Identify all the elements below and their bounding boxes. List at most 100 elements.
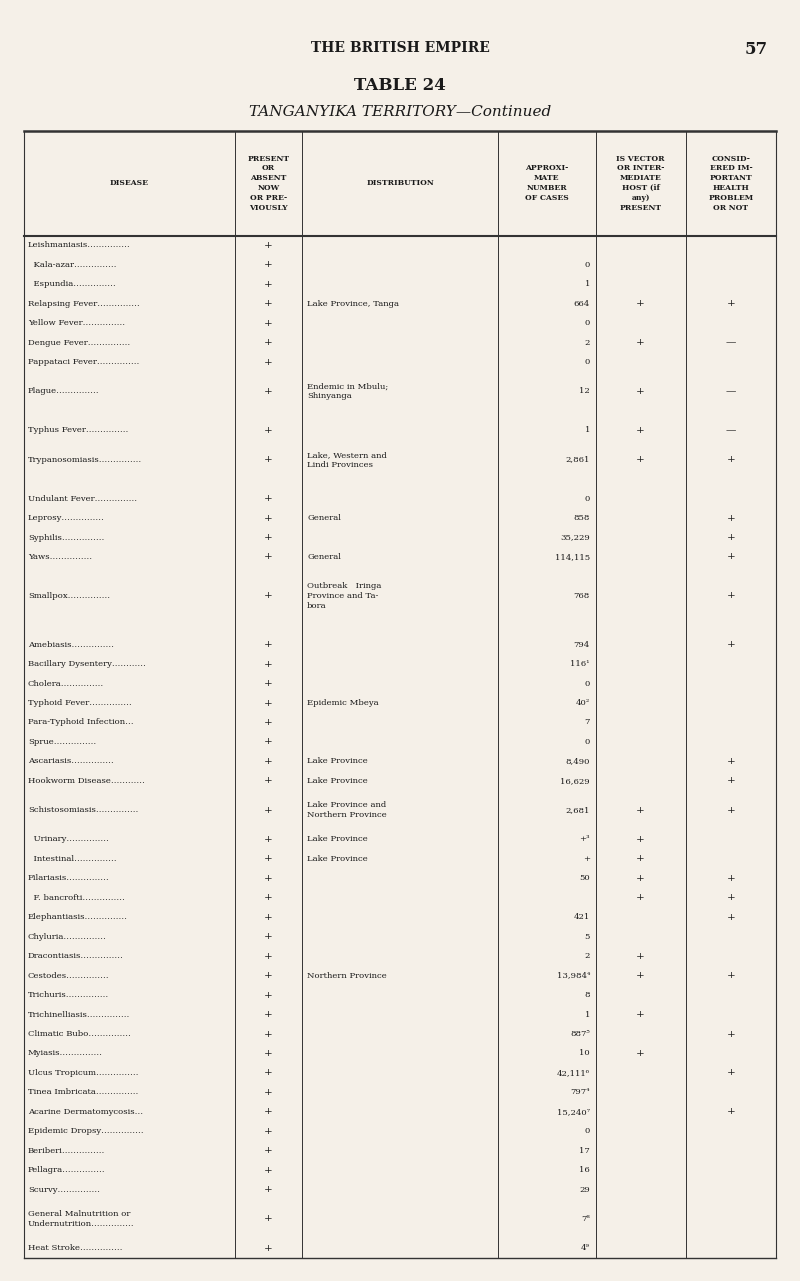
Text: +: +	[264, 854, 273, 863]
Text: 0: 0	[585, 494, 590, 502]
Text: 1: 1	[585, 427, 590, 434]
Text: Chyluria……………: Chyluria……………	[28, 933, 107, 940]
Text: 50: 50	[579, 874, 590, 883]
Text: +: +	[726, 971, 735, 980]
Text: +: +	[264, 990, 273, 999]
Text: +: +	[264, 455, 273, 464]
Text: +: +	[264, 1185, 273, 1194]
Text: Heat Stroke……………: Heat Stroke……………	[28, 1244, 122, 1253]
Text: +: +	[636, 1009, 645, 1020]
Text: Trichinelliasis……………: Trichinelliasis……………	[28, 1011, 130, 1018]
Text: +: +	[264, 738, 273, 747]
Text: 858: 858	[574, 514, 590, 523]
Text: +: +	[264, 679, 273, 688]
Text: +: +	[264, 933, 273, 942]
Text: General: General	[307, 553, 341, 561]
Text: Lake Province: Lake Province	[307, 757, 368, 766]
Text: +: +	[726, 806, 735, 815]
Text: +: +	[264, 260, 273, 269]
Text: +: +	[264, 717, 273, 728]
Text: +: +	[726, 514, 735, 523]
Text: 8,490: 8,490	[566, 757, 590, 766]
Text: +: +	[636, 952, 645, 961]
Text: Lake, Western and
Lindi Provinces: Lake, Western and Lindi Provinces	[307, 451, 387, 469]
Text: 17: 17	[579, 1146, 590, 1155]
Text: +: +	[726, 640, 735, 649]
Text: Epidemic Mbeya: Epidemic Mbeya	[307, 699, 378, 707]
Text: +: +	[726, 912, 735, 922]
Text: Typhus Fever……………: Typhus Fever……………	[28, 427, 128, 434]
Text: +: +	[636, 300, 645, 309]
Text: Tinea Imbricata……………: Tinea Imbricata……………	[28, 1089, 138, 1097]
Text: Epidemic Dropsy……………: Epidemic Dropsy……………	[28, 1127, 144, 1135]
Text: Northern Province: Northern Province	[307, 971, 386, 980]
Text: Lake Province, Tanga: Lake Province, Tanga	[307, 300, 399, 307]
Text: +³: +³	[579, 835, 590, 843]
Text: 1: 1	[585, 281, 590, 288]
Text: +: +	[264, 1127, 273, 1136]
Text: 0: 0	[585, 261, 590, 269]
Text: 0: 0	[585, 1127, 590, 1135]
Text: Dengue Fever……………: Dengue Fever……………	[28, 338, 130, 347]
Text: Dracontiasis……………: Dracontiasis……………	[28, 952, 124, 961]
Text: Acarine Dermatomycosis…: Acarine Dermatomycosis…	[28, 1108, 143, 1116]
Text: +: +	[264, 300, 273, 309]
Text: Cestodes……………: Cestodes……………	[28, 971, 110, 980]
Text: 10: 10	[579, 1049, 590, 1058]
Text: +: +	[726, 893, 735, 902]
Text: 797⁴: 797⁴	[570, 1089, 590, 1097]
Text: Leprosy……………: Leprosy……………	[28, 514, 105, 523]
Text: 57: 57	[745, 41, 768, 58]
Text: Relapsing Fever……………: Relapsing Fever……………	[28, 300, 140, 307]
Text: +: +	[636, 338, 645, 347]
Text: Elephantiasis……………: Elephantiasis……………	[28, 913, 128, 921]
Text: +: +	[264, 776, 273, 785]
Text: 12: 12	[579, 387, 590, 396]
Text: Intestinal……………: Intestinal……………	[28, 854, 117, 863]
Text: Para-Typhoid Infection…: Para-Typhoid Infection…	[28, 719, 134, 726]
Text: 8: 8	[585, 991, 590, 999]
Text: +: +	[264, 494, 273, 503]
Text: +: +	[264, 1166, 273, 1175]
Text: +: +	[264, 912, 273, 922]
Text: 7⁸: 7⁸	[581, 1214, 590, 1223]
Text: +: +	[264, 1049, 273, 1058]
Text: DISEASE: DISEASE	[110, 179, 149, 187]
Text: 664: 664	[574, 300, 590, 307]
Text: 2,681: 2,681	[566, 806, 590, 815]
Text: +: +	[636, 971, 645, 980]
Text: Sprue……………: Sprue……………	[28, 738, 96, 746]
Text: Trichuris……………: Trichuris……………	[28, 991, 110, 999]
Text: Beriberi……………: Beriberi……………	[28, 1146, 106, 1155]
Text: Amebiasis……………: Amebiasis……………	[28, 640, 114, 648]
Text: +: +	[264, 552, 273, 561]
Text: +: +	[726, 300, 735, 309]
Text: Climatic Bubo……………: Climatic Bubo……………	[28, 1030, 131, 1038]
Text: 40²: 40²	[576, 699, 590, 707]
Text: Cholera……………: Cholera……………	[28, 679, 104, 688]
Text: +: +	[264, 1244, 273, 1253]
Text: General Malnutrition or
Undernutrition……………: General Malnutrition or Undernutrition………	[28, 1211, 134, 1228]
Text: +: +	[726, 1107, 735, 1117]
Text: Filariasis……………: Filariasis……………	[28, 874, 110, 883]
Text: +: +	[726, 455, 735, 464]
Text: +: +	[726, 1068, 735, 1077]
Text: +: +	[264, 357, 273, 366]
Text: +: +	[264, 1107, 273, 1117]
Text: 7: 7	[585, 719, 590, 726]
Text: +: +	[264, 874, 273, 883]
Text: +: +	[726, 776, 735, 785]
Text: 16: 16	[579, 1166, 590, 1175]
Text: 35,229: 35,229	[560, 533, 590, 542]
Text: Schistosomiasis……………: Schistosomiasis……………	[28, 806, 138, 815]
Text: 768: 768	[574, 592, 590, 600]
Text: 4⁹: 4⁹	[581, 1244, 590, 1253]
Text: 421: 421	[574, 913, 590, 921]
Text: 42,111⁶: 42,111⁶	[557, 1068, 590, 1077]
Text: —: —	[726, 425, 736, 436]
Text: Pappataci Fever……………: Pappataci Fever……………	[28, 359, 139, 366]
Text: 2,861: 2,861	[566, 456, 590, 464]
Text: Yellow Fever……………: Yellow Fever……………	[28, 319, 125, 328]
Text: +: +	[264, 241, 273, 250]
Text: +: +	[636, 455, 645, 464]
